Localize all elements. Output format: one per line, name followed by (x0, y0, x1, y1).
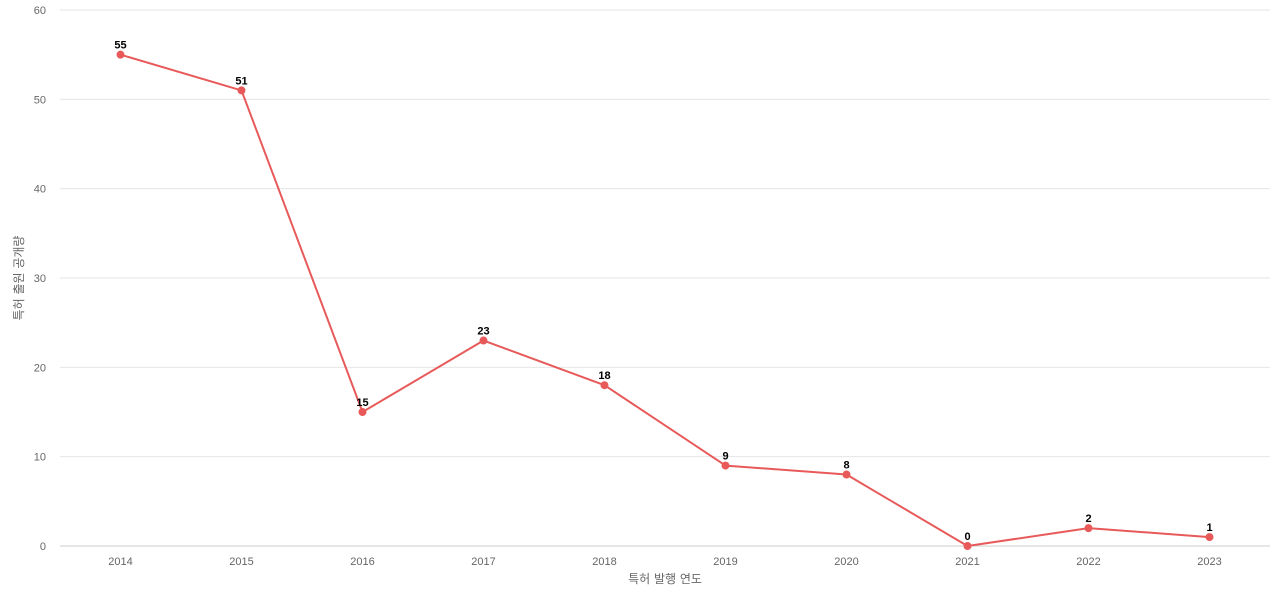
y-tick-label: 30 (34, 273, 46, 285)
y-gridlines (60, 9, 1270, 547)
data-point[interactable] (600, 381, 609, 390)
y-tick-label: 40 (34, 184, 46, 196)
y-tick-label: 50 (34, 94, 46, 106)
data-label: 51 (235, 75, 247, 87)
y-tick-label: 60 (34, 5, 46, 17)
y-tick-label: 10 (34, 452, 46, 464)
x-tick-label: 2020 (834, 556, 858, 568)
x-tick-label: 2014 (108, 556, 132, 568)
data-point[interactable] (237, 86, 246, 95)
y-tick-label: 20 (34, 362, 46, 374)
data-label: 23 (477, 326, 489, 338)
data-point[interactable] (116, 50, 125, 59)
data-point[interactable] (963, 542, 972, 550)
y-axis-title: 특허 출원 공개량 (12, 236, 26, 321)
data-label: 18 (598, 370, 610, 382)
x-tick-label: 2023 (1197, 556, 1221, 568)
data-label: 15 (356, 397, 368, 409)
series-line-group (116, 50, 1214, 550)
y-axis-ticks: 0 10 20 30 40 50 60 (34, 5, 46, 553)
x-tick-label: 2019 (713, 556, 737, 568)
data-point[interactable] (842, 470, 851, 479)
data-label: 0 (964, 531, 970, 543)
y-tick-label: 0 (40, 541, 46, 553)
series-line (119, 53, 1211, 547)
x-tick-label: 2021 (955, 556, 979, 568)
data-point[interactable] (1084, 524, 1093, 533)
data-point[interactable] (1205, 533, 1214, 542)
data-point[interactable] (721, 461, 730, 470)
x-axis-title: 특허 발행 연도 (628, 571, 702, 586)
data-labels: 55 51 15 23 18 9 8 0 2 1 (114, 40, 1212, 543)
x-tick-label: 2022 (1076, 556, 1100, 568)
x-axis-ticks: 2014 2015 2016 2017 2018 2019 2020 2021 2022 2023 (108, 556, 1221, 568)
data-label: 8 (843, 460, 849, 472)
data-label: 1 (1206, 522, 1212, 534)
x-tick-label: 2017 (471, 556, 495, 568)
x-tick-label: 2016 (350, 556, 374, 568)
data-point[interactable] (358, 408, 367, 416)
x-tick-label: 2015 (229, 556, 253, 568)
x-tick-label: 2018 (592, 556, 616, 568)
data-label: 55 (114, 40, 126, 52)
data-point[interactable] (479, 336, 488, 345)
data-label: 2 (1085, 513, 1091, 525)
data-label: 9 (722, 451, 728, 463)
